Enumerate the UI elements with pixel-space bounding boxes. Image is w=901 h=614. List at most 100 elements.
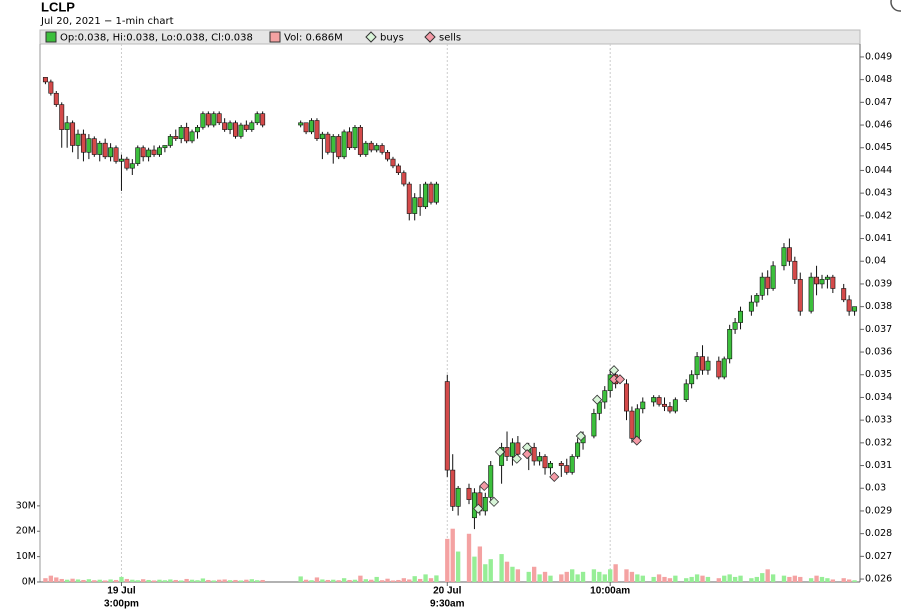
legend-bar	[39, 29, 861, 45]
candle-body	[700, 356, 705, 371]
volume-bar	[754, 576, 759, 582]
volume-bar	[249, 579, 254, 582]
volume-bar	[423, 574, 428, 582]
candle-body	[314, 120, 320, 139]
candle-body	[640, 401, 646, 410]
y-tick-label: 0.026	[865, 574, 892, 585]
x-tick-label: 3:00pm	[104, 599, 139, 610]
volume-bar	[499, 554, 504, 582]
volume-bar	[70, 578, 75, 582]
candle-body	[754, 294, 760, 303]
volume-bar	[830, 579, 836, 582]
y-tick-label: 0.032	[865, 437, 892, 448]
y-tick-label: 0.047	[865, 97, 892, 108]
volume-bar	[81, 579, 86, 582]
candle-body	[86, 138, 92, 153]
candle-body	[162, 145, 168, 149]
volume-bar	[526, 571, 531, 582]
y-tick-label: 0.037	[865, 324, 892, 335]
candle-body	[770, 265, 776, 289]
candle-body	[108, 147, 114, 158]
candle-body	[542, 456, 548, 469]
volume-bar	[705, 576, 711, 582]
volume-bar	[472, 556, 477, 582]
candle-body	[759, 276, 765, 296]
sell-marker	[614, 374, 626, 385]
legend-label: buys	[380, 33, 404, 44]
candle-body	[852, 306, 858, 312]
volume-bar	[189, 579, 195, 582]
candle-body	[146, 149, 152, 158]
volume-bar	[624, 569, 629, 582]
volume-bar	[537, 574, 542, 582]
x-tick-label: 9:30am	[430, 599, 465, 610]
candle-body	[70, 122, 76, 146]
candle-body	[515, 442, 521, 455]
volume-bar	[846, 579, 852, 582]
candle-body	[129, 163, 135, 169]
volume-bar	[722, 575, 727, 582]
y2-tick-label: 10M	[16, 551, 36, 562]
y-tick-label: 0.04	[865, 256, 886, 267]
y-tick-label: 0.045	[865, 142, 892, 153]
volume-bar	[559, 574, 564, 582]
candle-body	[509, 442, 515, 457]
candle-body	[786, 247, 792, 262]
candle-body	[156, 147, 162, 155]
y-tick-label: 0.048	[865, 74, 892, 85]
volume-bar	[564, 571, 569, 582]
legend-swatch	[424, 31, 436, 43]
candle-body	[140, 147, 146, 158]
candle-body	[254, 113, 260, 124]
candle-body	[705, 360, 711, 371]
y-tick-label: 0.041	[865, 233, 892, 244]
volume-bar	[325, 579, 330, 582]
candle-body	[814, 276, 820, 285]
candle-body	[222, 122, 228, 130]
candle-body	[395, 165, 401, 174]
volume-bar	[195, 580, 200, 582]
volume-bar	[629, 571, 635, 582]
volume-bar	[765, 569, 770, 582]
candle-body	[499, 447, 505, 466]
volume-bar	[244, 579, 249, 582]
volume-bar	[347, 579, 352, 582]
volume-bar	[331, 579, 336, 582]
y-tick-label: 0.033	[865, 415, 892, 426]
candle-body	[547, 462, 553, 469]
volume-bar	[673, 575, 678, 582]
candle-body	[694, 356, 700, 376]
y-tick-label: 0.038	[865, 301, 892, 312]
volume-bar	[211, 580, 216, 582]
volume-bar	[97, 579, 102, 582]
candle-body	[227, 122, 233, 130]
candle-body	[233, 122, 238, 137]
chart-subtitle: Jul 20, 2021 − 1-min chart	[40, 16, 174, 27]
volume-bar	[466, 533, 472, 582]
candle-body	[417, 197, 423, 208]
volume-bar	[336, 580, 341, 582]
candle-body	[368, 142, 374, 151]
candle-body	[672, 399, 678, 412]
y-tick-label: 0.039	[865, 278, 892, 289]
volume-bar	[102, 580, 108, 582]
candle-body	[450, 469, 456, 507]
volume-bar	[130, 579, 135, 582]
candle-body	[357, 127, 363, 155]
volume-bar	[591, 569, 597, 582]
volume-bar	[59, 578, 64, 582]
volume-bar	[206, 579, 211, 582]
corner-button[interactable]	[890, 0, 901, 12]
candle-body	[444, 381, 450, 471]
buy-marker	[488, 496, 500, 507]
volume-bar	[162, 580, 168, 582]
volume-bar	[819, 576, 825, 582]
candle-body	[727, 329, 733, 360]
volume-bar	[64, 579, 70, 582]
volume-bar	[390, 580, 396, 582]
candle-body	[205, 113, 211, 126]
y2-tick-label: 0M	[22, 577, 36, 588]
y2-tick-label: 30M	[16, 500, 36, 511]
candle-body	[797, 279, 803, 312]
